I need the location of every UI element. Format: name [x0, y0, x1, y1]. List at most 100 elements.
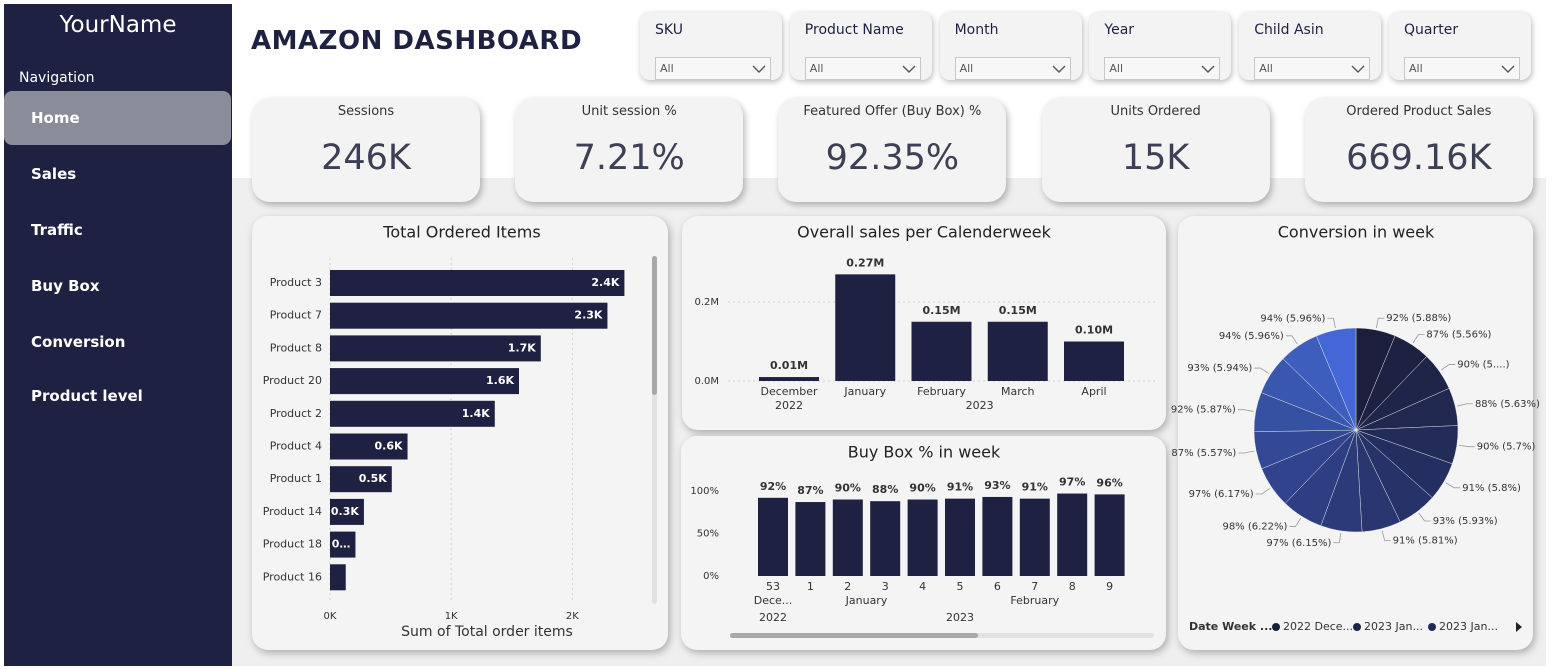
dropdown[interactable]: All	[804, 57, 921, 80]
x-tick-label: 1K	[445, 611, 458, 622]
filter[interactable]: Child Asin All	[1239, 12, 1382, 80]
legend-dot	[1353, 623, 1361, 631]
leader-line	[1457, 403, 1473, 407]
kpi-card: Units Ordered 15K	[1041, 98, 1270, 202]
filter[interactable]: Quarter All	[1389, 12, 1531, 80]
value-label: 92%	[760, 480, 786, 493]
x-tick-label: 53	[766, 580, 780, 593]
legend-dot	[1428, 623, 1436, 631]
value-label: 91% (5.8%)	[1462, 483, 1521, 494]
value-label: 93%	[984, 479, 1010, 492]
dropdown[interactable]: All	[954, 57, 1071, 80]
leader-line	[1333, 532, 1342, 544]
value-label: 88% (5.63%)	[1475, 399, 1540, 410]
filter[interactable]: SKU All	[640, 12, 782, 80]
group-label: 2023	[966, 399, 994, 412]
chevron	[1351, 65, 1365, 73]
filter-label: Month	[954, 22, 999, 38]
value-label: 96%	[1096, 476, 1122, 489]
bar	[759, 377, 819, 381]
value-label: 90% (5.7%)	[1477, 442, 1536, 453]
filter-label: SKU	[655, 22, 683, 38]
value-label: 0.15M	[999, 304, 1037, 317]
chevron	[1501, 65, 1515, 73]
group-label: February	[1010, 594, 1059, 607]
legend-arrow[interactable]	[1516, 622, 1522, 632]
value-label: 97% (6.17%)	[1189, 489, 1254, 500]
legend-label: 2023 Jan...	[1439, 620, 1498, 633]
x-tick-label: 2K	[566, 611, 579, 622]
kpi-label: Ordered Product Sales	[1346, 104, 1492, 119]
dropdown[interactable]: All	[1404, 57, 1520, 80]
nav-item[interactable]: Buy Box	[31, 277, 100, 295]
nav-title: Navigation	[19, 70, 95, 86]
leader-line	[1440, 364, 1456, 371]
pie-slice	[1316, 327, 1357, 431]
value-label: 87% (5.57%)	[1171, 448, 1236, 459]
chart-title: Buy Box % in week	[848, 443, 1001, 462]
filter[interactable]: Product Name All	[789, 12, 932, 80]
leader-line	[1458, 444, 1475, 448]
value-label: 1.6K	[486, 374, 514, 387]
legend-label: 2023 Jan...	[1364, 620, 1423, 633]
legend-dot	[1272, 623, 1280, 631]
dropdown-value: All	[1109, 62, 1124, 75]
scroll-thumb[interactable]	[652, 256, 657, 395]
y-tick-label: 50%	[697, 529, 719, 540]
value-label: 90% (5....)	[1457, 359, 1509, 370]
bar	[330, 368, 519, 395]
x-tick-label: 0K	[324, 611, 337, 622]
kpi-card: Featured Offer (Buy Box) % 92.35%	[778, 98, 1007, 202]
category-label: Product 4	[270, 440, 322, 453]
nav-item[interactable]: Product level	[31, 387, 143, 405]
dropdown[interactable]: All	[1104, 57, 1221, 80]
nav-item[interactable]: Traffic	[31, 221, 83, 239]
x-tick-label: 4	[919, 580, 926, 593]
kpi-label: Units Ordered	[1110, 104, 1201, 119]
nav-item[interactable]: Conversion	[31, 333, 126, 351]
chevron	[1052, 65, 1066, 73]
group-label: 2022	[759, 611, 787, 624]
scroll-thumb[interactable]	[730, 633, 978, 638]
sidebar: YourName Navigation Home Sales Traffic Buy …	[4, 4, 232, 666]
kpi-label: Unit session %	[581, 104, 677, 119]
category-label: Product 7	[270, 309, 322, 322]
leader-line	[1255, 488, 1271, 495]
value-label: 90%	[835, 482, 861, 495]
x-tick-label: April	[1081, 385, 1106, 398]
filter[interactable]: Month All	[939, 12, 1082, 80]
x-tick-label: 5	[957, 580, 964, 593]
category-label: Product 14	[263, 505, 322, 518]
value-label: 0.15M	[922, 304, 960, 317]
value-label: 92% (5.88%)	[1386, 313, 1451, 324]
group-label: Dece...	[754, 594, 793, 607]
bar	[1094, 494, 1125, 576]
category-label: Product 2	[270, 407, 322, 420]
nav-item[interactable]: Sales	[31, 165, 77, 183]
leader-line	[1445, 482, 1461, 489]
bar	[330, 400, 495, 427]
bar	[911, 321, 972, 381]
x-axis-label: Sum of Total order items	[401, 624, 573, 640]
value-label: 0…	[332, 538, 351, 551]
value-label: 94% (5.96%)	[1219, 331, 1284, 342]
value-label: 90%	[909, 482, 935, 495]
value-label: 0.3K	[331, 505, 359, 518]
x-tick-label: 2	[844, 580, 851, 593]
dropdown-value: All	[959, 62, 974, 75]
nav-item[interactable]: Home	[4, 91, 231, 145]
x-tick-label: 1	[807, 580, 814, 593]
kpi-value: 15K	[1121, 138, 1190, 178]
dropdown-value: All	[660, 62, 674, 75]
y-tick-label: 0.0M	[694, 376, 719, 387]
bar	[330, 466, 392, 493]
bar	[945, 498, 975, 576]
kpi-value: 7.21%	[573, 138, 685, 178]
value-label: 1.4K	[462, 407, 490, 420]
dropdown[interactable]: All	[655, 57, 771, 80]
bar	[907, 499, 938, 576]
filter[interactable]: Year All	[1089, 12, 1232, 80]
kpi-label: Featured Offer (Buy Box) %	[803, 104, 982, 119]
dropdown[interactable]: All	[1254, 57, 1371, 80]
